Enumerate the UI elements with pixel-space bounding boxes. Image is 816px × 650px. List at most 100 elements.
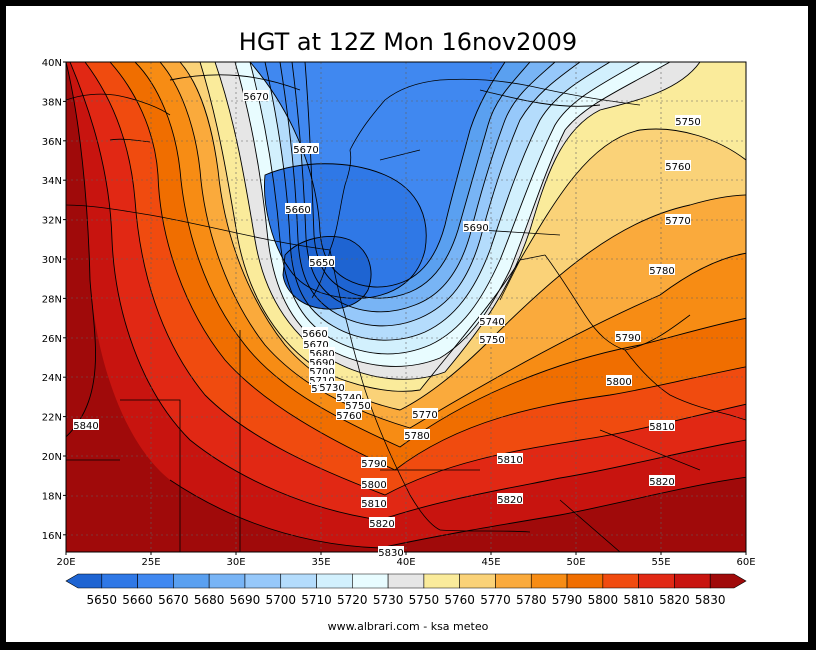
colorbar-swatch bbox=[244, 573, 282, 589]
colorbar-label: 5730 bbox=[373, 593, 404, 607]
latitude-label: 28N bbox=[42, 294, 62, 305]
contour-label-text: 5740 bbox=[336, 393, 361, 404]
longitude-label: 30E bbox=[226, 557, 245, 568]
contour-label-box bbox=[479, 333, 505, 344]
latitude-label: 24N bbox=[42, 373, 62, 384]
filled-contours bbox=[66, 62, 746, 552]
latitude-label: 22N bbox=[42, 413, 62, 424]
contour-label: 5830 bbox=[378, 546, 404, 559]
colorbar-label: 5670 bbox=[158, 593, 189, 607]
colorbar-label: 5660 bbox=[122, 593, 153, 607]
contour-label: 5680 bbox=[309, 347, 335, 360]
colorbar: 5650 5660 5670 5680 5690 5700 5710 5720 5730 5750… bbox=[65, 573, 747, 607]
contour-label-text: 5750 bbox=[345, 401, 370, 412]
contour-label: 5740 bbox=[479, 315, 505, 328]
contour-label-text: 5800 bbox=[606, 377, 631, 388]
contour-label-text: 5790 bbox=[615, 333, 640, 344]
colorbar-swatch bbox=[137, 573, 174, 589]
contour-label-text: 5760 bbox=[665, 162, 690, 173]
contour-label-text: 5820 bbox=[497, 495, 522, 506]
contour-label: 5750 bbox=[479, 333, 505, 346]
latitude-label: 18N bbox=[42, 491, 62, 502]
contour-label: 5750 bbox=[675, 115, 701, 128]
contour-label: 5780 bbox=[649, 264, 675, 277]
contour-label-text: 5660 bbox=[285, 205, 310, 216]
contour-label-text: 5680 bbox=[309, 349, 334, 360]
contour-label-box bbox=[369, 517, 395, 528]
contour-label-text: 5780 bbox=[404, 431, 429, 442]
contour-label-text: 5650 bbox=[309, 258, 334, 269]
contour-label-box bbox=[285, 203, 311, 214]
colorbar-swatch bbox=[530, 573, 568, 589]
colorbar-swatch bbox=[459, 573, 496, 589]
contour-label: 5770 bbox=[665, 214, 691, 227]
contour-label-box bbox=[345, 399, 371, 410]
contour-label-box bbox=[479, 315, 505, 326]
colorbar-label: 5750 bbox=[409, 593, 440, 607]
contour-label: 5810 bbox=[649, 420, 675, 433]
contour-label-box bbox=[665, 214, 691, 225]
contour-label: 5690 bbox=[463, 221, 489, 234]
colorbar-swatch bbox=[208, 573, 246, 589]
contour-label: 5760 bbox=[336, 409, 362, 422]
colorbar-swatch bbox=[638, 573, 675, 589]
longitude-labels: 20E 25E 30E 35E 40E 45E 50E 55E 60E bbox=[56, 552, 756, 568]
contour-label: 5660 bbox=[285, 203, 311, 216]
colorbar-label: 5700 bbox=[265, 593, 296, 607]
colorbar-swatch bbox=[602, 573, 639, 589]
contour-label: 5650 bbox=[309, 256, 335, 269]
latitude-label: 40N bbox=[42, 58, 62, 69]
contour-label: 5800 bbox=[361, 478, 387, 491]
longitude-label: 35E bbox=[311, 557, 330, 568]
contour-label-box bbox=[303, 338, 329, 349]
contour-label-box bbox=[497, 493, 523, 504]
contour-label-text: 5690 bbox=[463, 223, 488, 234]
latitude-label: 30N bbox=[42, 255, 62, 266]
contour-label: 5670 bbox=[293, 143, 319, 156]
colorbar-swatch bbox=[173, 573, 210, 589]
contour-label-text: 5690 bbox=[309, 358, 334, 369]
contour-label-text: 5660 bbox=[302, 329, 327, 340]
contour-label: 5780 bbox=[404, 429, 430, 442]
contour-label-text: 5670 bbox=[293, 145, 318, 156]
contour-label: 5740 bbox=[336, 391, 362, 404]
latitude-label: 36N bbox=[42, 137, 62, 148]
contour-label-box bbox=[309, 374, 335, 385]
contour-label-text: 5800 bbox=[361, 480, 386, 491]
contour-label-box bbox=[361, 457, 387, 468]
contour-label-box bbox=[378, 546, 404, 557]
contour-label-text: 5750 bbox=[479, 335, 504, 346]
colorbar-label: 5710 bbox=[301, 593, 332, 607]
contour-label: 5700 bbox=[309, 365, 335, 378]
colorbar-swatch bbox=[674, 573, 711, 589]
contour-label-box bbox=[309, 256, 335, 267]
longitude-label: 55E bbox=[651, 557, 670, 568]
contour-label-text: 5670 bbox=[243, 92, 268, 103]
contour-label: 5770 bbox=[412, 408, 438, 421]
longitude-label: 25E bbox=[141, 557, 160, 568]
contour-label: 5660 bbox=[302, 327, 328, 340]
contour-label-box bbox=[336, 391, 362, 402]
contour-label-box bbox=[302, 327, 328, 338]
contour-label: 5690 bbox=[309, 356, 335, 369]
longitude-label: 50E bbox=[566, 557, 585, 568]
latitude-label: 32N bbox=[42, 216, 62, 227]
contour-label-box bbox=[404, 429, 430, 440]
colorbar-swatch bbox=[316, 573, 353, 589]
contour-label-text: 5840 bbox=[73, 421, 98, 432]
grid bbox=[66, 62, 746, 552]
contour-label-text: 5700 bbox=[309, 367, 334, 378]
contour-label: 5670 bbox=[243, 90, 269, 103]
latitude-labels: 40N 38N 36N 34N 32N 30N 28N 26N 24N 22N 20N 18N 16N bbox=[42, 58, 66, 542]
colorbar-label: 5720 bbox=[337, 593, 368, 607]
contour-label-box bbox=[319, 381, 345, 392]
contour-label: 5730 bbox=[319, 381, 345, 394]
contour-label-box bbox=[336, 409, 362, 420]
contour-label: 5820 bbox=[369, 517, 395, 530]
contour-label: 5800 bbox=[606, 375, 632, 388]
contour-label-box bbox=[649, 475, 675, 486]
contour-label-box bbox=[615, 331, 641, 342]
contour-label-box bbox=[309, 347, 335, 358]
contour-label: 5790 bbox=[615, 331, 641, 344]
contour-label-box bbox=[73, 419, 99, 430]
